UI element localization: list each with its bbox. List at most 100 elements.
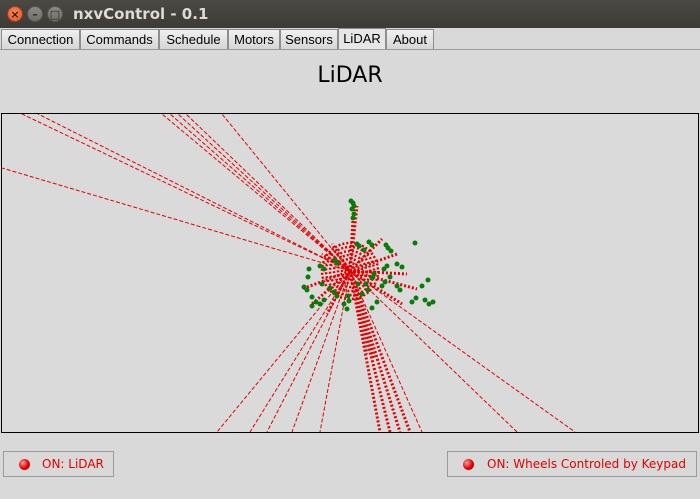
lidar-ray (21, 113, 351, 272)
window-titlebar: × – □ nxvControl - 0.1 (0, 0, 700, 28)
maximize-icon[interactable]: □ (47, 6, 63, 22)
tab-schedule[interactable]: Schedule (159, 29, 228, 49)
lidar-point (412, 240, 418, 246)
lidar-point (382, 279, 388, 285)
lidar-point (419, 283, 425, 289)
tab-bar: Connection Commands Schedule Motors Sens… (0, 28, 700, 50)
status-led-icon (463, 459, 474, 470)
close-icon[interactable]: × (7, 6, 23, 22)
lidar-point (334, 260, 340, 266)
lidar-point (304, 287, 310, 293)
lidar-point (321, 266, 327, 272)
lidar-point (374, 299, 380, 305)
lidar-range-ring (344, 265, 356, 277)
lidar-point (327, 285, 333, 291)
lidar-point (365, 287, 371, 293)
lidar-ray (249, 270, 351, 433)
lidar-point (345, 293, 351, 299)
lidar-ray (349, 270, 423, 433)
lidar-point (384, 263, 390, 269)
lidar-point (409, 299, 415, 305)
lidar-ray (348, 205, 359, 272)
tab-lidar[interactable]: LiDAR (338, 28, 386, 50)
lidar-status-text: ON: LiDAR (42, 457, 104, 471)
lidar-ray (348, 270, 412, 433)
lidar-ray (349, 269, 418, 291)
lidar-status-indicator: ON: LiDAR (3, 451, 114, 477)
lidar-point (379, 283, 385, 289)
tab-commands[interactable]: Commands (80, 29, 159, 49)
lidar-point (355, 281, 361, 287)
lidar-point (344, 306, 350, 312)
lidar-ray (216, 270, 351, 433)
lidar-point (369, 275, 375, 281)
lidar-point (331, 289, 337, 295)
lidar-point (369, 305, 375, 311)
lidar-canvas[interactable] (1, 113, 699, 433)
lidar-ray (1, 167, 351, 272)
lidar-point (309, 303, 315, 309)
lidar-ray (185, 113, 351, 272)
lidar-point (309, 294, 315, 300)
lidar-range-ring (336, 257, 364, 285)
lidar-point (387, 274, 393, 280)
lidar-ray (349, 270, 518, 433)
lidar-point (334, 293, 340, 299)
lidar-range-ring (320, 241, 380, 301)
lidar-point (371, 271, 377, 277)
lidar-range-ring (340, 261, 360, 281)
lidar-point (305, 274, 311, 280)
status-led-icon (19, 459, 30, 470)
lidar-point (346, 298, 352, 304)
lidar-point (321, 297, 327, 303)
page-title: LiDAR (317, 63, 383, 88)
lidar-point (363, 281, 369, 287)
lidar-ray (301, 269, 351, 291)
minimize-icon[interactable]: – (27, 6, 43, 22)
lidar-point (319, 281, 325, 287)
tab-sensors[interactable]: Sensors (280, 29, 338, 49)
lidar-point (394, 283, 400, 289)
lidar-ray (221, 113, 351, 272)
lidar-point (399, 264, 405, 270)
lidar-ray (349, 270, 576, 433)
keypad-status-indicator: ON: Wheels Controled by Keypad (447, 451, 697, 477)
lidar-point (317, 301, 323, 307)
lidar-point (422, 297, 428, 303)
lidar-range-ring (328, 249, 372, 293)
lidar-point (349, 206, 355, 212)
lidar-point (397, 287, 403, 293)
lidar-plot (1, 113, 576, 433)
tab-divider (0, 49, 700, 50)
lidar-point (425, 277, 431, 283)
lidar-point (317, 263, 323, 269)
lidar-ray (169, 113, 351, 272)
lidar-point (388, 248, 394, 254)
lidar-point (394, 261, 400, 267)
lidar-ray (348, 237, 384, 273)
lidar-ray (291, 270, 351, 433)
lidar-point (430, 299, 436, 305)
lidar-ray (177, 113, 351, 272)
lidar-ray (161, 113, 351, 272)
lidar-point (413, 295, 419, 301)
lidar-point (341, 301, 347, 307)
lidar-point (356, 243, 362, 249)
lidar-ray (37, 113, 351, 272)
lidar-point (306, 266, 312, 272)
lidar-point (361, 247, 367, 253)
lidar-point (369, 242, 375, 248)
tab-motors[interactable]: Motors (228, 29, 280, 49)
keypad-status-text: ON: Wheels Controled by Keypad (487, 457, 686, 471)
lidar-point (350, 215, 356, 221)
lidar-ray (348, 270, 376, 360)
lidar-point (426, 301, 432, 307)
lidar-point (313, 299, 319, 305)
lidar-point (351, 211, 357, 217)
lidar-point (359, 291, 365, 297)
lidar-range-ring (332, 253, 368, 289)
tab-about[interactable]: About (386, 29, 434, 49)
window-title: nxvControl - 0.1 (73, 5, 209, 23)
tab-connection[interactable]: Connection (1, 29, 80, 49)
lidar-point (383, 242, 389, 248)
